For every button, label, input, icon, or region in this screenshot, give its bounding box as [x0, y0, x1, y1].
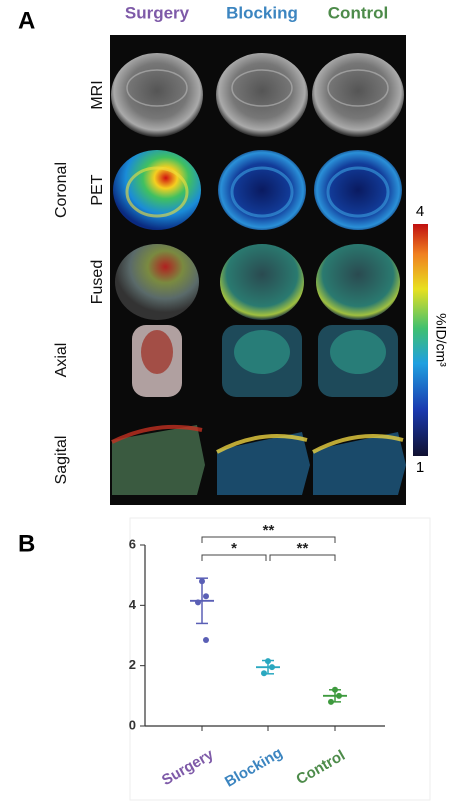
row-label: Coronal — [53, 162, 70, 218]
data-point — [328, 698, 334, 705]
fused-image — [316, 244, 400, 320]
row-label: PET — [89, 174, 106, 205]
sagittal-detail — [312, 434, 404, 454]
colorbar-max: 4 — [416, 203, 424, 220]
sagittal-image — [217, 432, 310, 495]
axial-detail — [330, 330, 386, 374]
colorbar-min: 1 — [416, 459, 424, 476]
y-tick-label: 6 — [129, 536, 136, 551]
mri-detail — [327, 69, 389, 107]
fused-image — [115, 244, 199, 320]
data-point — [265, 658, 271, 665]
x-tick-label: Control — [293, 747, 348, 788]
pet-detail — [230, 166, 294, 218]
axial-detail — [141, 330, 173, 374]
row-label: MRI — [89, 80, 106, 109]
images — [111, 53, 406, 495]
significance-label: ** — [297, 540, 309, 557]
y-tick-label: 4 — [129, 597, 137, 612]
x-tick-label: Surgery — [159, 746, 217, 789]
x-tick-label: Blocking — [222, 744, 285, 790]
panel-label: B — [18, 530, 35, 557]
data-point — [332, 686, 338, 693]
data-point — [195, 599, 201, 606]
sagittal-detail — [216, 434, 308, 454]
mri-image — [216, 53, 308, 137]
significance-bracket — [201, 536, 336, 543]
pet-detail — [125, 166, 189, 218]
colorbar — [413, 224, 428, 456]
mri-image — [312, 53, 404, 137]
fused-image — [220, 244, 304, 320]
mri-image — [111, 53, 203, 137]
mri-detail — [231, 69, 293, 107]
row-label: Axial — [53, 343, 70, 378]
axial-detail — [234, 330, 290, 374]
sagittal-image — [313, 432, 406, 495]
colorbar-label: %ID/cm³ — [433, 313, 449, 367]
column-header: Control — [328, 3, 388, 22]
data-point — [203, 637, 209, 644]
chart-frame — [129, 517, 431, 801]
pet-detail — [326, 166, 390, 218]
significance-label: ** — [263, 522, 275, 539]
row-label: Sagital — [53, 436, 70, 485]
data-point — [199, 578, 205, 585]
column-header: Surgery — [125, 3, 190, 22]
data-point — [336, 692, 342, 699]
significance-bracket — [269, 554, 336, 561]
sagittal-image — [112, 425, 205, 495]
column-header: Blocking — [226, 3, 298, 22]
row-label: Fused — [89, 260, 106, 304]
significance-bracket — [201, 554, 267, 561]
y-tick-label: 0 — [129, 717, 136, 732]
data-point — [203, 593, 209, 600]
sagittal-detail — [111, 424, 203, 444]
y-tick-label: 2 — [129, 657, 136, 672]
data-point — [269, 664, 275, 671]
mri-detail — [126, 69, 188, 107]
panel-label: A — [18, 7, 35, 34]
data-point — [261, 670, 267, 677]
significance-label: * — [231, 540, 237, 557]
